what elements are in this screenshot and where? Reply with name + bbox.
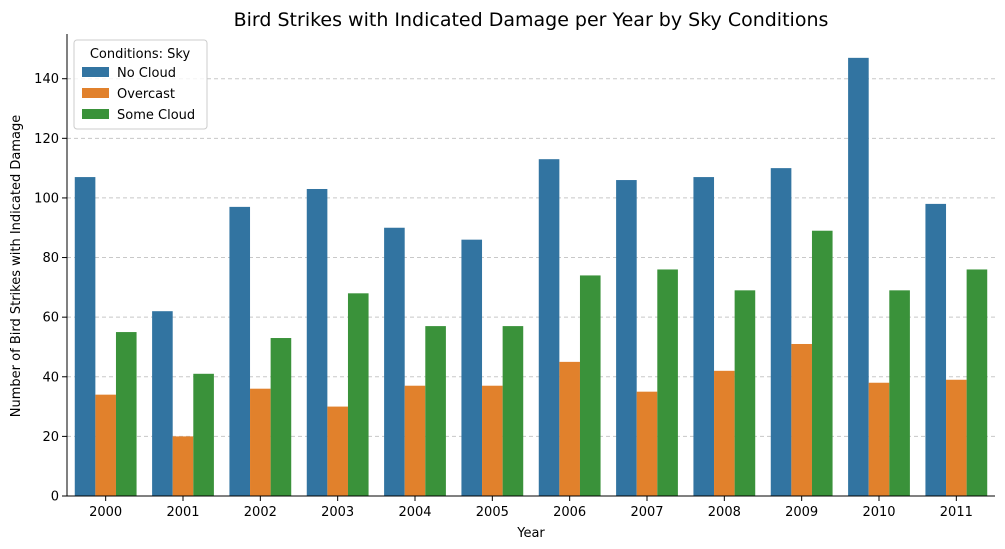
bar-some-cloud-2003	[347, 293, 369, 496]
legend-swatch	[82, 67, 109, 77]
x-tick-label: 2006	[553, 505, 586, 520]
bar-overcast-2001	[172, 436, 194, 496]
bar-overcast-2009	[791, 343, 812, 496]
legend-title: Conditions: Sky	[90, 47, 191, 62]
bar-no-cloud-2009	[770, 168, 792, 496]
legend: Conditions: Sky No Cloud Overcast Some Clo…	[73, 39, 208, 130]
y-tick-label: 80	[42, 251, 59, 266]
y-ticks: 0 20 40 60 80 100 120 140	[34, 72, 67, 505]
bar-no-cloud-2001	[152, 311, 173, 496]
y-tick-label: 20	[42, 430, 59, 445]
bar-overcast-2005	[482, 385, 503, 496]
bar-no-cloud-2007	[616, 180, 637, 496]
x-tick-label: 2003	[321, 505, 354, 520]
x-tick-label: 2001	[166, 505, 199, 520]
y-axis-title: Number of Bird Strikes with Indicated Da…	[9, 115, 24, 417]
x-tick-label: 2009	[785, 505, 818, 520]
bar-some-cloud-2004	[425, 326, 446, 496]
x-tick-label: 2000	[89, 505, 122, 520]
x-tick-label: 2010	[862, 505, 895, 520]
bar-some-cloud-2005	[502, 326, 524, 496]
bar-some-cloud-2008	[734, 290, 756, 496]
bars	[74, 57, 988, 497]
bar-no-cloud-2002	[229, 206, 251, 496]
bar-no-cloud-2006	[538, 159, 560, 496]
bar-no-cloud-2004	[384, 227, 405, 496]
bar-overcast-2002	[250, 388, 271, 496]
bar-some-cloud-2000	[115, 332, 137, 496]
bar-no-cloud-2000	[74, 177, 96, 496]
bar-some-cloud-2006	[579, 275, 601, 496]
x-tick-label: 2007	[630, 505, 663, 520]
bar-overcast-2007	[636, 391, 658, 496]
bar-no-cloud-2003	[306, 188, 328, 497]
bar-some-cloud-2010	[889, 290, 910, 496]
legend-box	[73, 39, 208, 130]
legend-label: Overcast	[117, 87, 175, 102]
legend-label: No Cloud	[117, 66, 176, 81]
bar-no-cloud-2010	[848, 57, 869, 497]
y-tick-label: 40	[42, 370, 59, 385]
bar-overcast-2003	[327, 406, 348, 496]
x-tick-label: 2004	[398, 505, 431, 520]
legend-swatch	[82, 109, 109, 119]
y-tick-label: 140	[34, 72, 59, 87]
y-tick-label: 60	[42, 311, 59, 326]
x-tick-label: 2011	[940, 505, 973, 520]
chart-title: Bird Strikes with Indicated Damage per Y…	[234, 9, 829, 31]
x-ticks: 2000 2001 2002 2003 2004 2005 2006 2007 2008 2009…	[89, 496, 973, 520]
x-tick-label: 2002	[244, 505, 277, 520]
bar-some-cloud-2007	[657, 269, 678, 496]
bar-some-cloud-2011	[966, 269, 988, 496]
y-tick-label: 0	[51, 490, 59, 505]
bar-no-cloud-2008	[693, 177, 715, 496]
bar-some-cloud-2009	[811, 230, 833, 496]
bar-overcast-2011	[946, 379, 967, 496]
y-tick-label: 120	[34, 132, 59, 147]
bar-some-cloud-2001	[193, 373, 214, 496]
bar-overcast-2006	[559, 361, 580, 496]
bar-no-cloud-2005	[461, 239, 483, 496]
legend-label: Some Cloud	[117, 108, 195, 123]
grid-lines	[67, 78, 995, 437]
bar-overcast-2004	[404, 385, 426, 496]
bar-some-cloud-2002	[270, 338, 292, 496]
x-tick-label: 2008	[708, 505, 741, 520]
y-tick-label: 100	[34, 191, 59, 206]
axes	[66, 34, 995, 497]
bar-overcast-2000	[95, 394, 116, 496]
x-tick-label: 2005	[476, 505, 509, 520]
bar-overcast-2010	[868, 382, 890, 496]
bar-no-cloud-2011	[925, 203, 947, 496]
x-axis-title: Year	[516, 526, 545, 541]
bar-overcast-2008	[714, 370, 735, 496]
legend-swatch	[82, 88, 109, 98]
